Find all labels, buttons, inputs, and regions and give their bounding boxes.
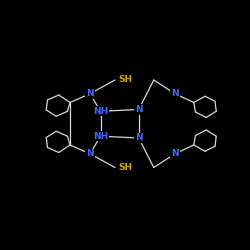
Text: NH: NH bbox=[93, 107, 108, 116]
Text: N: N bbox=[135, 134, 142, 142]
Text: NH: NH bbox=[93, 132, 108, 141]
Text: N: N bbox=[135, 105, 142, 114]
Text: SH: SH bbox=[118, 76, 132, 84]
Text: N: N bbox=[86, 89, 94, 98]
Text: SH: SH bbox=[118, 163, 132, 172]
Text: N: N bbox=[86, 149, 94, 158]
Text: N: N bbox=[171, 89, 179, 98]
Text: N: N bbox=[171, 149, 179, 158]
